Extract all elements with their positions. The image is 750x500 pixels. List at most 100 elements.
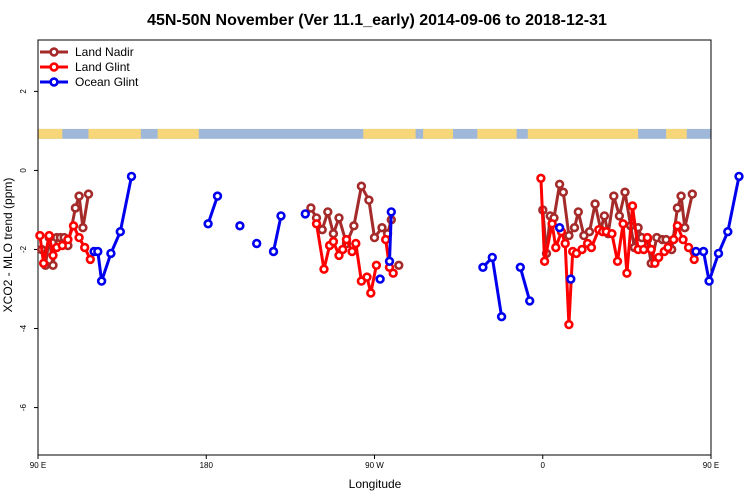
data-point-land-glint bbox=[653, 252, 664, 263]
data-point-land-nadir bbox=[328, 229, 339, 239]
data-point-ocean-glint bbox=[566, 274, 576, 284]
legend-item-land-glint: Land Glint bbox=[40, 60, 130, 74]
data-point-land-nadir bbox=[70, 203, 81, 213]
data-point-land-glint bbox=[678, 234, 688, 245]
data-point-land-glint bbox=[564, 319, 574, 330]
series-line-ocean-glint bbox=[206, 195, 219, 225]
data-point-land-glint bbox=[388, 268, 398, 278]
data-point-land-nadir bbox=[356, 181, 367, 191]
data-point-land-glint bbox=[338, 244, 348, 255]
data-point-land-glint bbox=[362, 272, 372, 282]
data-point-land-glint bbox=[371, 260, 382, 270]
data-point-land-glint bbox=[627, 201, 638, 211]
series-line-ocean-glint bbox=[388, 211, 393, 262]
data-point-land-glint bbox=[536, 173, 546, 184]
data-point-ocean-glint bbox=[300, 209, 310, 219]
legend-label: Ocean Glint bbox=[75, 75, 139, 89]
data-point-land-glint bbox=[642, 232, 653, 243]
chart-title: 45N-50N November (Ver 11.1_early) 2014-0… bbox=[147, 12, 607, 29]
map-land bbox=[477, 128, 517, 139]
data-point-land-glint bbox=[618, 219, 628, 229]
data-point-land-nadir bbox=[317, 225, 327, 235]
map-land bbox=[88, 128, 141, 139]
data-point-land-glint bbox=[38, 258, 49, 268]
data-point-land-nadir bbox=[573, 207, 583, 217]
data-point-land-glint bbox=[638, 244, 649, 255]
data-point-land-glint bbox=[607, 229, 617, 239]
x-tick-label: 90 W bbox=[365, 461, 384, 470]
data-point-land-glint bbox=[539, 256, 550, 266]
series-ocean-glint bbox=[89, 171, 744, 322]
data-point-land-nadir bbox=[74, 191, 84, 201]
data-point-ocean-glint bbox=[496, 312, 507, 322]
legend-label: Land Glint bbox=[75, 60, 130, 74]
data-point-ocean-glint bbox=[515, 262, 525, 272]
data-point-land-nadir bbox=[323, 207, 333, 217]
data-point-ocean-glint bbox=[252, 238, 262, 249]
y-tick-label: -2 bbox=[19, 245, 28, 253]
data-point-land-nadir bbox=[590, 199, 600, 209]
data-point-ocean-glint bbox=[268, 246, 279, 257]
legend-item-ocean-glint: Ocean Glint bbox=[40, 75, 139, 89]
data-point-land-glint bbox=[577, 244, 587, 255]
data-point-ocean-glint bbox=[554, 223, 565, 233]
data-point-land-glint bbox=[689, 254, 699, 265]
data-point-land-glint bbox=[328, 236, 339, 247]
data-point-land-nadir bbox=[364, 195, 374, 205]
data-point-ocean-glint bbox=[524, 296, 535, 306]
data-point-land-glint bbox=[351, 238, 361, 249]
data-point-ocean-glint bbox=[126, 171, 137, 182]
data-point-land-nadir bbox=[558, 187, 568, 197]
data-point-land-glint bbox=[341, 234, 352, 245]
data-point-land-nadir bbox=[569, 223, 580, 233]
data-point-land-glint bbox=[74, 232, 84, 243]
data-point-ocean-glint bbox=[276, 211, 286, 221]
world-map-strip bbox=[38, 128, 711, 139]
data-point-land-nadir bbox=[609, 191, 619, 201]
x-axis: 90 E 180 90 W 0 90 E bbox=[30, 455, 719, 470]
data-point-land-glint bbox=[44, 230, 54, 241]
data-point-land-nadir bbox=[83, 189, 94, 199]
data-point-land-glint bbox=[663, 242, 673, 253]
x-tick-label: 180 bbox=[200, 461, 214, 470]
data-point-ocean-glint bbox=[723, 227, 733, 237]
data-point-ocean-glint bbox=[691, 246, 701, 257]
legend-label: Land Nadir bbox=[75, 45, 134, 59]
x-tick-label: 90 E bbox=[30, 461, 46, 470]
data-point-ocean-glint bbox=[734, 171, 744, 182]
data-point-ocean-glint bbox=[93, 246, 103, 257]
map-land bbox=[38, 128, 63, 139]
data-point-ocean-glint bbox=[212, 191, 223, 201]
data-point-land-glint bbox=[668, 234, 679, 245]
data-point-land-nadir bbox=[394, 260, 404, 270]
data-point-land-glint bbox=[683, 242, 694, 253]
data-point-land-glint bbox=[85, 254, 96, 265]
data-point-land-nadir bbox=[334, 213, 344, 223]
y-axis: -6 -4 -2 0 2 bbox=[19, 89, 38, 411]
y-tick-label: 2 bbox=[19, 89, 28, 94]
data-point-land-glint bbox=[612, 256, 623, 266]
data-point-land-glint bbox=[560, 238, 570, 249]
data-point-ocean-glint bbox=[384, 256, 395, 266]
x-tick-label: 90 E bbox=[703, 461, 719, 470]
data-point-land-glint bbox=[68, 221, 79, 231]
data-point-land-nadir bbox=[620, 187, 630, 197]
data-point-ocean-glint bbox=[375, 274, 385, 284]
data-point-land-glint bbox=[547, 219, 557, 229]
data-point-land-nadir bbox=[564, 230, 574, 241]
data-point-land-glint bbox=[63, 234, 73, 245]
data-point-land-glint bbox=[366, 288, 376, 298]
y-tick-label: -4 bbox=[19, 324, 28, 332]
data-point-land-nadir bbox=[680, 223, 690, 233]
data-point-land-nadir bbox=[349, 221, 359, 231]
data-point-land-nadir bbox=[48, 260, 58, 270]
map-land bbox=[423, 128, 454, 139]
data-point-land-nadir bbox=[369, 232, 380, 243]
data-point-ocean-glint bbox=[203, 219, 213, 229]
legend-swatch-marker bbox=[49, 47, 59, 57]
data-point-ocean-glint bbox=[713, 248, 724, 259]
data-point-land-nadir bbox=[554, 179, 565, 190]
map-land bbox=[666, 128, 687, 139]
